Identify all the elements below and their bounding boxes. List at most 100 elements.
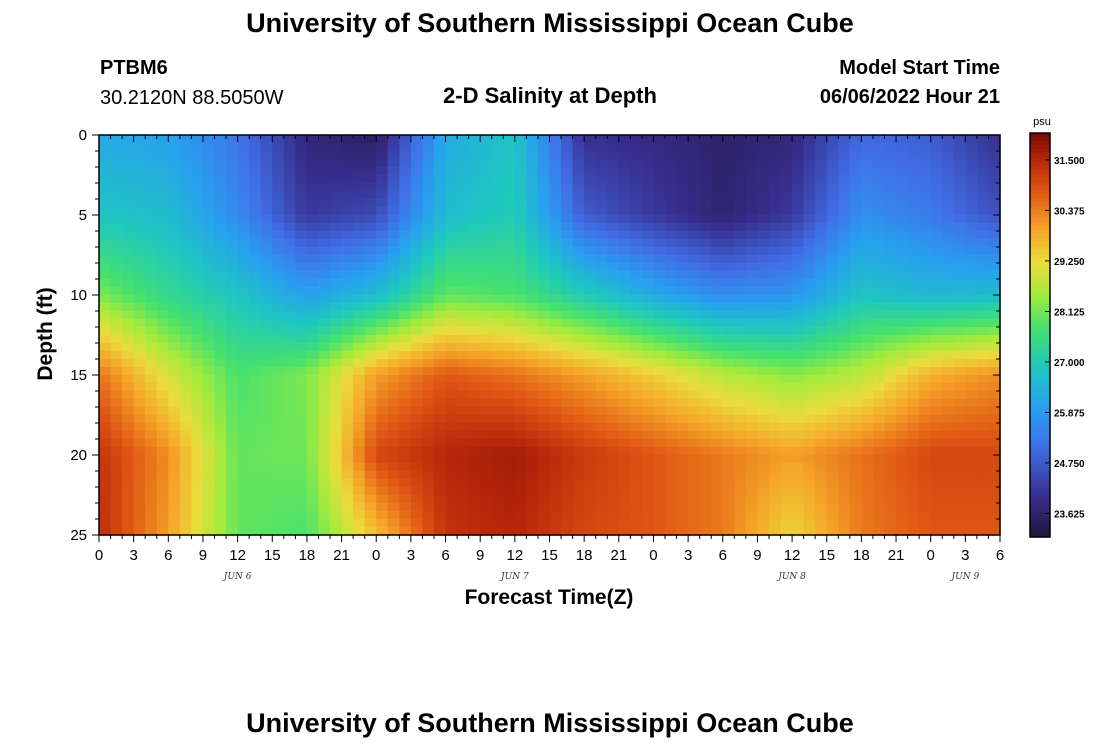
heatmap-cell [919, 303, 932, 312]
heatmap-cell [688, 335, 701, 344]
heatmap-cell [537, 503, 551, 512]
heatmap-cell [376, 471, 389, 480]
heatmap-cell [179, 399, 193, 408]
heatmap-cell [226, 479, 239, 488]
heatmap-cell [757, 279, 770, 288]
heatmap-cell [780, 399, 793, 408]
heatmap-cell [872, 351, 886, 360]
heatmap-cell [711, 383, 724, 392]
heatmap-cell [572, 399, 585, 408]
heatmap-cell [330, 199, 343, 208]
heatmap-cell [537, 519, 551, 528]
heatmap-cell [780, 359, 793, 368]
heatmap-cell [549, 239, 562, 248]
heatmap-cell [202, 319, 216, 328]
heatmap-cell [122, 511, 135, 520]
heatmap-cell [445, 159, 458, 168]
heatmap-cell [514, 407, 527, 416]
heatmap-cell [422, 183, 435, 192]
heatmap-cell [260, 223, 273, 232]
heatmap-cell [133, 487, 146, 496]
heatmap-cell [884, 511, 897, 520]
heatmap-cell [341, 223, 354, 232]
heatmap-cell [410, 351, 424, 360]
heatmap-cell [480, 479, 493, 488]
heatmap-cell [630, 159, 643, 168]
heatmap-cell [202, 263, 216, 272]
heatmap-cell [295, 511, 308, 520]
heatmap-cell [884, 255, 897, 264]
heatmap-cell [768, 279, 782, 288]
colorbar-cell [1030, 492, 1050, 498]
heatmap-cell [618, 335, 631, 344]
heatmap-cell [99, 463, 112, 472]
heatmap-cell [249, 335, 262, 344]
heatmap-cell [618, 159, 631, 168]
heatmap-cell [399, 223, 412, 232]
heatmap-cell [607, 415, 620, 424]
colorbar-cell [1030, 347, 1050, 352]
colorbar-cell [1030, 375, 1050, 381]
colorbar-cell [1030, 242, 1050, 247]
heatmap-cell [514, 215, 527, 224]
heatmap-cell [249, 327, 262, 336]
heatmap-cell [653, 263, 666, 272]
heatmap-cell [214, 399, 227, 408]
heatmap-cell [815, 359, 828, 368]
heatmap-cell [503, 183, 516, 192]
heatmap-cell [99, 527, 112, 536]
heatmap-cell [145, 151, 158, 160]
x-tick-label: 0 [649, 547, 657, 564]
heatmap-cell [780, 279, 793, 288]
heatmap-cell [168, 471, 181, 480]
heatmap-cell [260, 271, 273, 280]
heatmap-cell [745, 215, 759, 224]
heatmap-cell [330, 159, 343, 168]
heatmap-cell [226, 159, 239, 168]
heatmap-cell [122, 431, 135, 440]
heatmap-cell [826, 207, 839, 216]
heatmap-cell [768, 319, 782, 328]
heatmap-cell [792, 279, 805, 288]
heatmap-cell [607, 207, 620, 216]
heatmap-cell [768, 431, 782, 440]
heatmap-cell [630, 335, 643, 344]
heatmap-cell [896, 439, 909, 448]
heatmap-cell [930, 487, 943, 496]
heatmap-cell [896, 183, 909, 192]
heatmap-cell [722, 255, 735, 264]
heatmap-cell [526, 495, 539, 504]
heatmap-cell [884, 351, 897, 360]
heatmap-cell [953, 439, 966, 448]
heatmap-cell [688, 447, 701, 456]
heatmap-cell [399, 311, 412, 320]
heatmap-cell [99, 327, 112, 336]
colorbar-cell [1030, 145, 1050, 150]
x-tick-label: 15 [818, 547, 835, 564]
heatmap-cell [191, 351, 204, 360]
heatmap-cell [306, 239, 320, 248]
heatmap-cell [99, 439, 112, 448]
heatmap-cell [99, 215, 112, 224]
heatmap-cell [318, 359, 331, 368]
heatmap-cell [226, 359, 239, 368]
heatmap-cell [849, 151, 862, 160]
heatmap-cell [722, 191, 735, 200]
heatmap-cell [468, 439, 481, 448]
heatmap-cell [630, 471, 643, 480]
heatmap-cell [665, 247, 678, 256]
heatmap-cell [376, 295, 389, 304]
heatmap-cell [572, 375, 585, 384]
heatmap-cell [584, 511, 597, 520]
heatmap-cell [676, 343, 689, 352]
heatmap-cell [168, 391, 181, 400]
heatmap-cell [861, 143, 874, 152]
heatmap-cell [965, 383, 978, 392]
heatmap-cell [306, 415, 320, 424]
heatmap-cell [792, 351, 805, 360]
heatmap-cell [237, 415, 250, 424]
heatmap-cell [549, 367, 562, 376]
heatmap-cell [341, 407, 354, 416]
heatmap-cell [861, 207, 874, 216]
heatmap-cell [988, 415, 1001, 424]
